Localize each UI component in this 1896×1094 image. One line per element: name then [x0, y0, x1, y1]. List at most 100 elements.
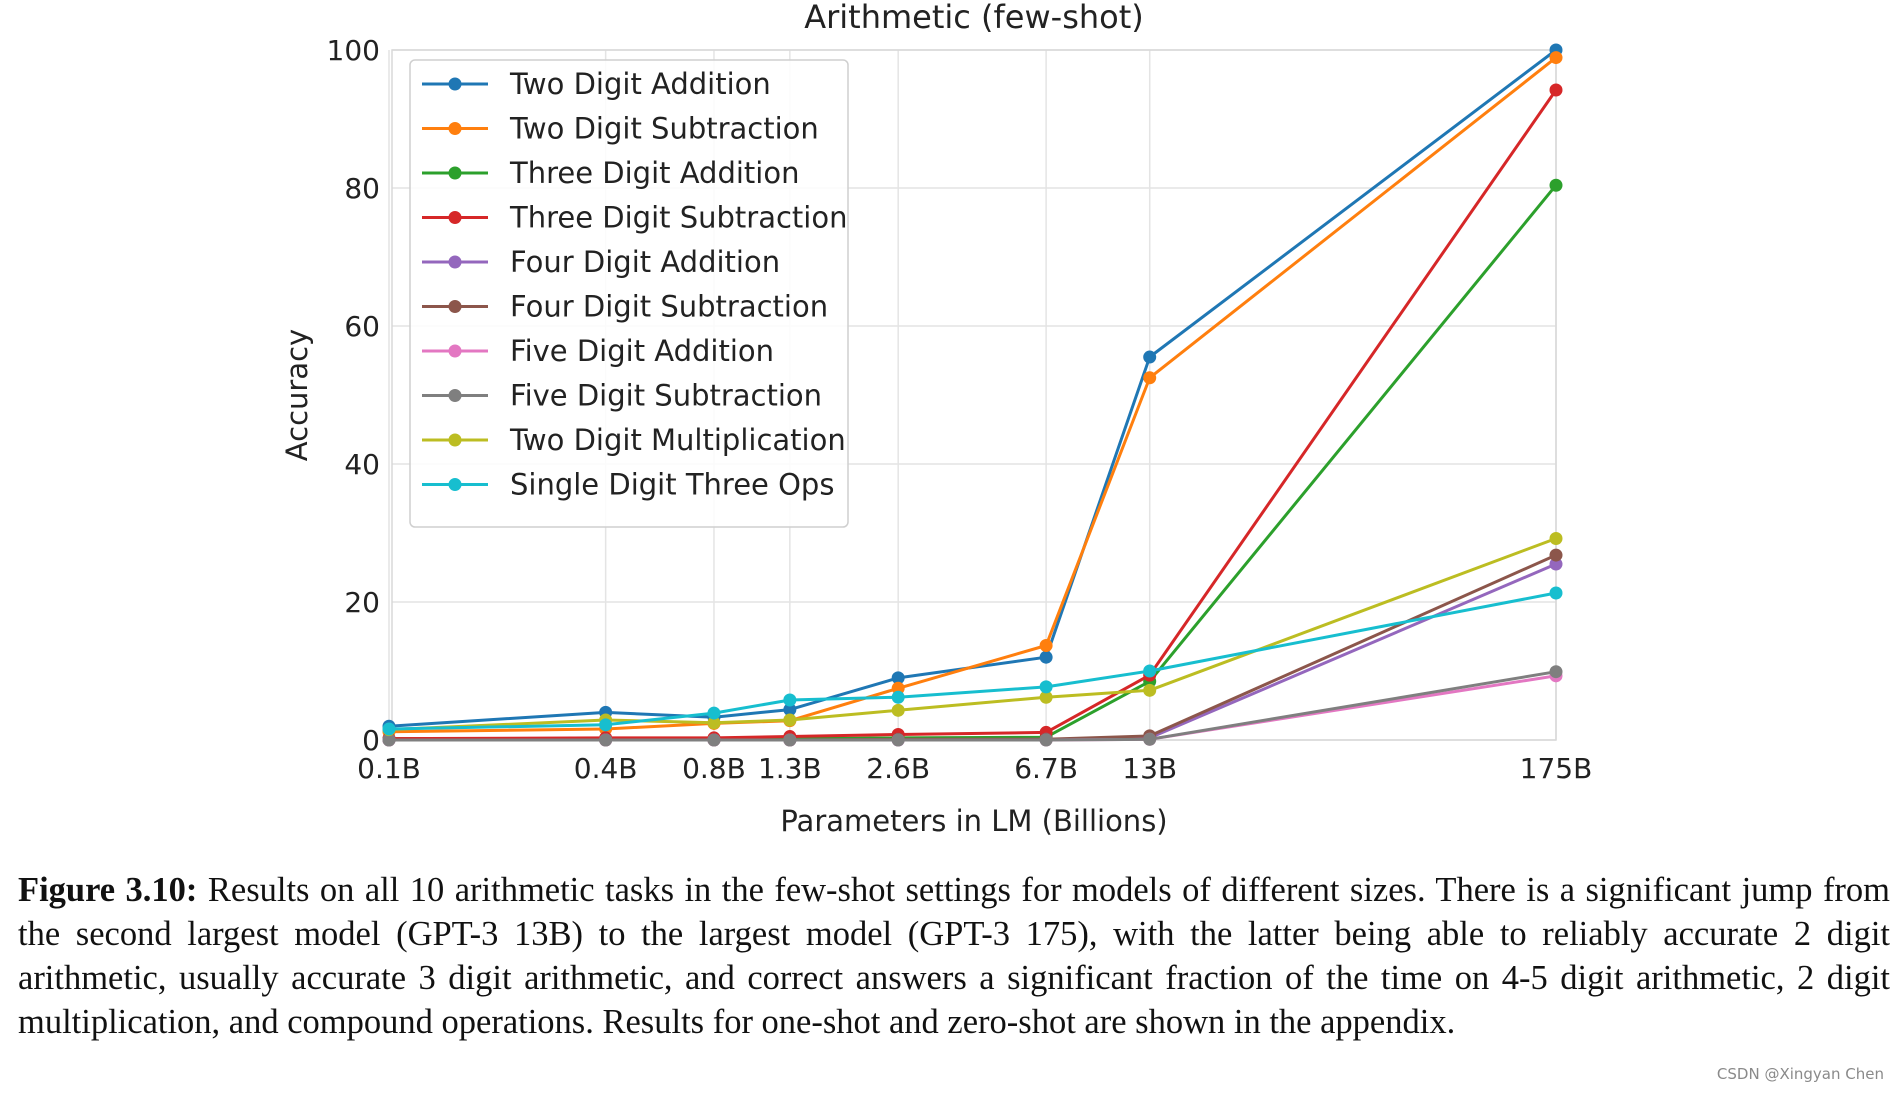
legend-item: Five Digit Addition: [422, 334, 774, 368]
data-point: [1549, 665, 1563, 679]
data-point: [1549, 51, 1563, 65]
data-point: [1549, 586, 1563, 600]
data-point: [891, 733, 905, 747]
data-point: [1143, 371, 1157, 385]
data-point: [783, 713, 797, 727]
legend-label: Four Digit Addition: [510, 245, 780, 279]
legend-item: Two Digit Multiplication: [422, 423, 846, 457]
figure-caption-text: Results on all 10 arithmetic tasks in th…: [18, 871, 1891, 1041]
legend-label: Two Digit Subtraction: [509, 112, 819, 146]
data-point: [1143, 683, 1157, 697]
y-tick-label: 40: [344, 448, 380, 481]
legend-swatch-marker: [448, 122, 462, 135]
data-point: [783, 693, 797, 707]
x-tick-label: 1.3B: [758, 752, 822, 785]
legend-swatch-marker: [448, 211, 462, 224]
y-tick-label: 20: [344, 586, 380, 619]
data-point: [599, 733, 613, 747]
legend-swatch-marker: [448, 77, 462, 91]
legend-item: Two Digit Addition: [422, 67, 771, 101]
data-point: [707, 733, 721, 747]
y-tick-label: 60: [344, 310, 380, 343]
series-line: [388, 48, 1557, 728]
data-point: [1143, 664, 1157, 678]
legend-item: Single Digit Three Ops: [422, 468, 834, 502]
data-point: [1549, 532, 1563, 546]
series-line: [389, 553, 1557, 742]
tick-labels: 0 20 40 60 80 100 0.1B 0.4B 0.8B 1.3B 2.6B 6.7B 13B 1…: [327, 34, 1593, 785]
x-tick-label: 0.4B: [574, 752, 638, 785]
legend-label: Five Digit Addition: [510, 334, 774, 368]
y-tick-label: 80: [344, 172, 380, 205]
legend-label: Three Digit Addition: [509, 156, 799, 190]
legend: Two Digit Addition Two Digit Subtraction T…: [409, 59, 849, 528]
y-axis-label: Accuracy: [280, 329, 314, 461]
series-line: [389, 670, 1557, 742]
series-4: [382, 557, 1563, 747]
series-line: [388, 56, 1557, 734]
figure-caption-label: Figure 3.10:: [18, 871, 198, 909]
x-tick-label: 0.8B: [682, 752, 746, 785]
data-point: [1039, 680, 1053, 694]
data-point: [599, 718, 613, 732]
data-point: [382, 733, 396, 747]
data-point: [1039, 690, 1053, 704]
data-point: [1039, 733, 1053, 747]
series-9: [382, 586, 1563, 736]
legend-label: Five Digit Subtraction: [510, 379, 822, 413]
series-line: [388, 537, 1557, 732]
data-point: [707, 706, 721, 720]
legend-item: Three Digit Addition: [422, 156, 799, 190]
chart-title: Arithmetic (few-shot): [804, 0, 1144, 36]
data-point: [1549, 548, 1563, 562]
legend-item: Four Digit Subtraction: [422, 290, 828, 324]
legend-item: Five Digit Subtraction: [422, 379, 822, 413]
legend-swatch-marker: [448, 344, 462, 358]
legend-label: Single Digit Three Ops: [510, 468, 834, 502]
data-point: [1143, 732, 1157, 746]
x-tick-label: 175B: [1520, 752, 1593, 785]
x-tick-label: 13B: [1122, 752, 1177, 785]
data-point: [1549, 557, 1563, 571]
series-line: [388, 591, 1557, 731]
legend-swatch-marker: [448, 300, 462, 313]
data-point: [783, 703, 797, 717]
data-point: [891, 671, 905, 685]
data-point: [1549, 83, 1563, 97]
legend-box: [409, 59, 849, 528]
data-point: [1039, 638, 1053, 652]
legend-label: Two Digit Multiplication: [509, 423, 846, 457]
legend-item: Four Digit Addition: [422, 245, 780, 279]
series-7: [382, 665, 1563, 747]
legend-label: Two Digit Addition: [509, 67, 771, 101]
legend-item: Three Digit Subtraction: [422, 201, 847, 235]
data-point: [1143, 350, 1157, 364]
y-tick-label: 0: [362, 724, 380, 757]
arithmetic-chart: 0 20 40 60 80 100 0.1B 0.4B 0.8B 1.3B 2.6B 6.7B 13B 1…: [280, 0, 1593, 838]
legend-swatch-marker: [448, 433, 462, 447]
legend-swatch-marker: [448, 389, 462, 402]
data-point: [707, 716, 721, 730]
legend-label: Four Digit Subtraction: [510, 290, 828, 324]
y-tick-label: 100: [327, 34, 380, 67]
data-point: [783, 733, 797, 747]
series-layer: [382, 43, 1563, 747]
x-tick-label: 6.7B: [1014, 752, 1078, 785]
series-8: [382, 532, 1563, 737]
data-point: [382, 722, 396, 736]
data-point: [891, 703, 905, 717]
watermark: CSDN @Xingyan Chen: [1716, 1065, 1884, 1083]
x-tick-label: 0.1B: [357, 752, 421, 785]
legend-swatch-marker: [448, 255, 462, 269]
figure-caption: Figure 3.10: Results on all 10 arithmeti…: [18, 868, 1890, 1044]
series-line: [388, 89, 1558, 741]
x-axis-label: Parameters in LM (Billions): [780, 804, 1167, 838]
legend-label: Three Digit Subtraction: [509, 201, 847, 235]
data-point: [891, 690, 905, 704]
data-point: [1039, 650, 1053, 664]
legend-swatch-marker: [448, 478, 462, 491]
data-point: [891, 681, 905, 695]
legend-item: Two Digit Subtraction: [422, 112, 819, 146]
x-tick-label: 2.6B: [866, 752, 930, 785]
data-point: [1549, 178, 1563, 192]
